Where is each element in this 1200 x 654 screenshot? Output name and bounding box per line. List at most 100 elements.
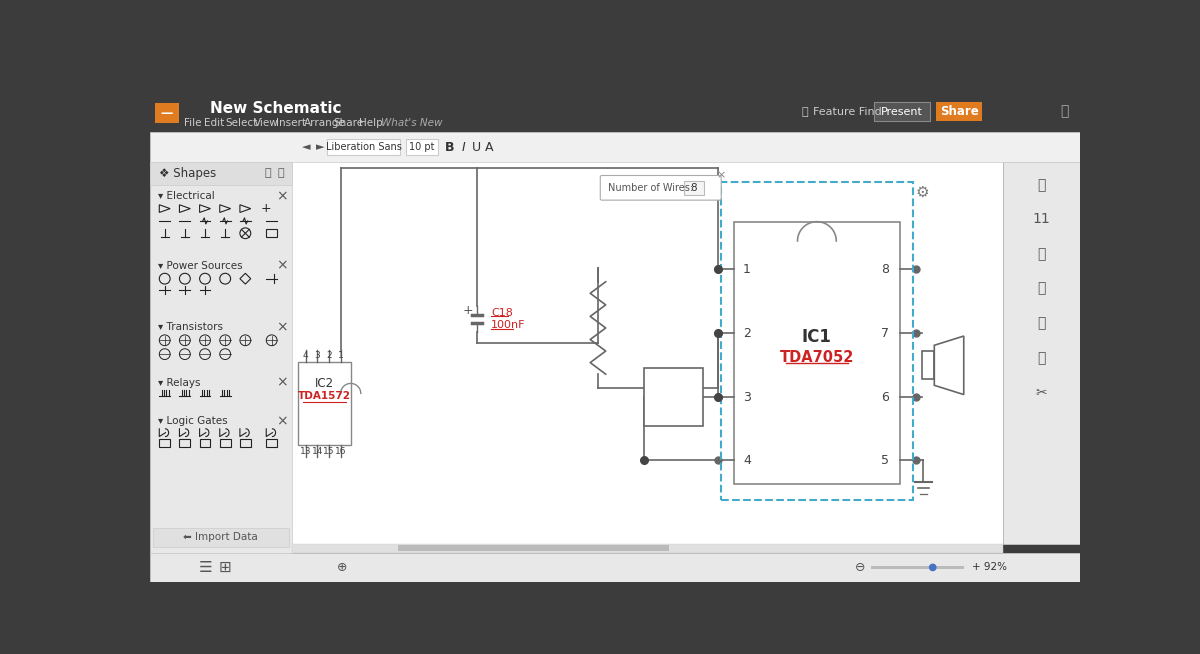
Bar [922,351,935,379]
Text: 🖥: 🖥 [1037,247,1045,261]
Text: 💬: 💬 [1037,351,1045,365]
Bar [154,528,289,547]
Bar [150,78,1080,132]
Text: 1: 1 [743,263,751,276]
Text: ⊖: ⊖ [856,561,865,574]
Text: B: B [444,141,454,154]
Text: ▾ Transistors: ▾ Transistors [157,322,223,332]
Text: Insert: Insert [276,118,306,128]
Bar [684,181,704,195]
Text: Share: Share [940,105,978,118]
Bar [644,368,702,426]
Bar [406,139,438,156]
Bar [150,132,1080,162]
Bar [733,222,900,483]
Text: 4: 4 [302,351,308,360]
Text: Share: Share [334,118,364,128]
Text: Edit: Edit [204,118,224,128]
Bar [874,102,930,121]
Text: 2: 2 [326,351,332,360]
Bar [266,230,277,237]
Text: +: + [463,303,474,317]
Bar [180,439,191,447]
Bar [240,439,251,447]
Text: ⚙: ⚙ [916,185,929,200]
Text: A: A [485,141,493,154]
Text: 🗂: 🗂 [1037,317,1045,330]
Text: Arrange: Arrange [304,118,346,128]
Text: 16: 16 [335,447,347,456]
Text: 1: 1 [337,351,343,360]
Text: ❖ Shapes: ❖ Shapes [160,167,216,180]
Text: C18: C18 [491,307,512,318]
Text: ×: × [276,375,288,390]
Text: ×: × [716,171,726,181]
Text: File: File [184,118,202,128]
Text: 11: 11 [1032,213,1050,226]
Text: 🔍: 🔍 [278,168,284,178]
Text: Select: Select [226,118,258,128]
Text: 🖱: 🖱 [1037,178,1045,192]
Text: TDA7052: TDA7052 [780,350,854,365]
Text: ►: ► [316,142,324,152]
Bar [721,182,913,500]
Text: + 92%: + 92% [972,562,1007,572]
Text: ▾ Power Sources: ▾ Power Sources [157,260,242,271]
Text: 5: 5 [881,454,889,467]
FancyBboxPatch shape [600,175,721,200]
Text: 13: 13 [300,447,312,456]
Text: What's New: What's New [380,118,443,128]
Text: 2: 2 [743,327,751,340]
Text: ▾ Electrical: ▾ Electrical [157,191,215,201]
Text: 6: 6 [882,390,889,404]
Text: ◄: ◄ [302,142,311,152]
Text: ×: × [276,189,288,203]
Text: ▾ Logic Gates: ▾ Logic Gates [157,416,227,426]
Text: TDA1572: TDA1572 [298,392,350,402]
Text: Help: Help [359,118,383,128]
Text: 3: 3 [743,390,751,404]
Bar [328,139,401,156]
Text: 🔍: 🔍 [802,107,809,116]
Text: ✂: ✂ [1036,386,1048,400]
Bar [160,439,170,447]
Text: IC2: IC2 [314,377,334,390]
Text: ⬅ Import Data: ⬅ Import Data [184,532,258,542]
Circle shape [929,564,937,572]
Text: 10 pt: 10 pt [409,142,434,152]
Text: 8: 8 [881,263,889,276]
Text: 🖼: 🖼 [265,168,271,178]
Bar [150,553,1080,582]
Text: Number of Wires:: Number of Wires: [608,183,694,193]
Bar [936,102,983,121]
Bar [266,439,277,447]
Text: +: + [260,202,271,215]
Bar [150,162,292,553]
Bar [199,439,210,447]
Text: 15: 15 [323,447,335,456]
Text: —: — [161,107,173,120]
Bar [871,566,964,569]
Bar [150,162,292,184]
Text: U: U [472,141,481,154]
Text: ▾ Relays: ▾ Relays [157,377,200,388]
Text: ×: × [276,414,288,428]
Text: 4: 4 [743,454,751,467]
Text: ⊞: ⊞ [218,560,232,575]
Bar [398,545,670,551]
Text: I: I [461,141,464,154]
Text: ×: × [276,258,288,273]
Text: ⌚: ⌚ [1037,282,1045,296]
Text: ☰: ☰ [199,560,212,575]
Text: New Schematic: New Schematic [210,101,342,116]
Bar [298,362,350,445]
Text: ⊕: ⊕ [337,561,348,574]
Text: 3: 3 [314,351,320,360]
Text: 8: 8 [691,183,697,193]
Text: 14: 14 [312,447,323,456]
Text: Present: Present [881,107,923,116]
Bar [220,439,230,447]
Bar [292,162,1002,543]
Text: Liberation Sans: Liberation Sans [326,142,402,152]
Bar [155,103,180,123]
